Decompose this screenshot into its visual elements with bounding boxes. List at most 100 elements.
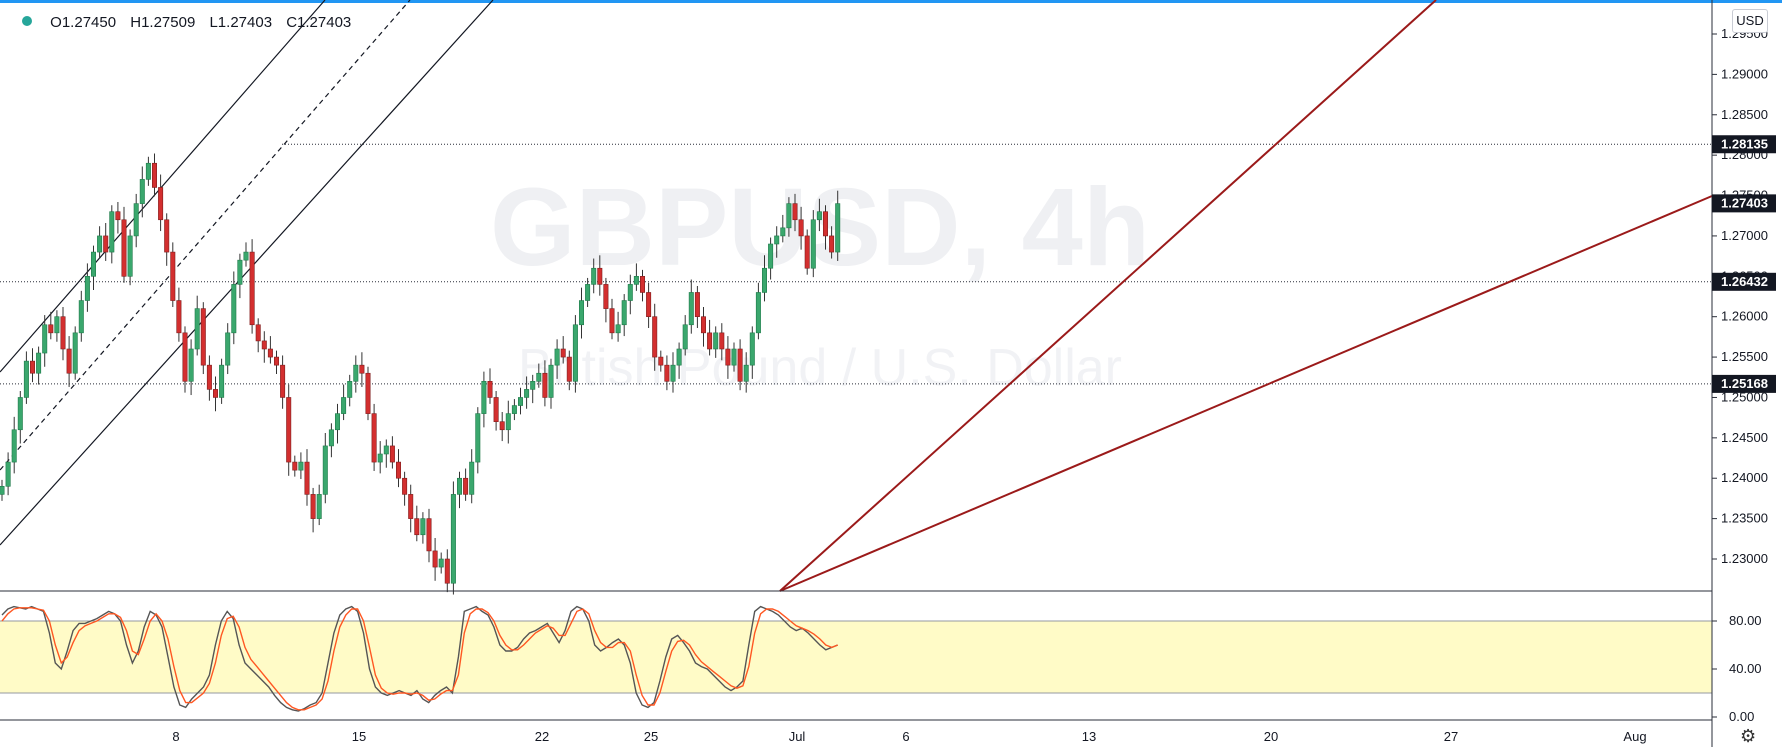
candle-up	[591, 267, 597, 285]
candle-up	[328, 429, 334, 447]
candle-up	[225, 332, 231, 366]
candle-up	[572, 324, 578, 382]
candle-up	[383, 445, 389, 455]
price-tick-label: 1.29000	[1721, 66, 1768, 81]
candle-down	[700, 316, 706, 334]
candle-down	[597, 267, 603, 285]
candle-down	[487, 381, 493, 398]
candle-down	[158, 187, 164, 221]
time-axis[interactable]: 8 15 22 25 Jul 6 13 20 27 Aug	[172, 729, 1646, 744]
candle-down	[798, 219, 804, 237]
candle-up	[78, 300, 84, 334]
price-level-tag	[1712, 374, 1776, 393]
candle-up	[713, 332, 719, 350]
candle-up	[554, 348, 560, 366]
candle-up	[334, 413, 340, 431]
low-value: L1.27403	[209, 14, 273, 31]
candle-down	[255, 324, 261, 342]
candlestick-series	[0, 153, 841, 595]
candle-down	[694, 292, 700, 317]
candle-down	[206, 364, 212, 390]
time-tick-label: 8	[172, 729, 179, 744]
candle-up	[353, 364, 359, 382]
price-tick-label: 1.24500	[1721, 430, 1768, 445]
candle-up	[475, 413, 481, 463]
candle-down	[359, 364, 365, 374]
candle-down	[542, 372, 548, 398]
candle-down	[121, 219, 127, 277]
candle-up	[524, 389, 530, 398]
candle-down	[408, 494, 414, 519]
candle-up	[127, 235, 133, 277]
trend-channel[interactable]	[0, 0, 494, 546]
candle-up	[377, 453, 383, 463]
candle-up	[731, 348, 737, 366]
candle-up	[755, 292, 761, 334]
candle-up	[505, 413, 511, 431]
candle-down	[200, 308, 206, 366]
candle-up	[420, 518, 426, 536]
candle-up	[743, 364, 749, 382]
candle-down	[103, 235, 109, 253]
gear-icon[interactable]: ⚙	[1740, 726, 1757, 746]
time-tick-label: 27	[1444, 729, 1458, 744]
open-value: O1.27450	[50, 14, 117, 31]
candle-up	[530, 381, 536, 390]
candle-down	[560, 348, 566, 358]
price-tick-label: 1.23500	[1721, 511, 1768, 526]
candle-down	[395, 461, 401, 479]
symbol-status-dot	[22, 16, 32, 27]
candle-down	[164, 219, 170, 253]
last-price-tag	[1712, 194, 1776, 213]
candle-down	[29, 360, 35, 374]
time-tick-label: 25	[644, 729, 658, 744]
channel-middle-line	[0, 0, 411, 471]
trendlines[interactable]	[779, 0, 1713, 592]
candle-up	[481, 381, 487, 414]
stochastic-axis[interactable]: 80.00 40.00 0.00	[1712, 613, 1762, 724]
candle-down	[725, 348, 731, 366]
candle-down	[60, 316, 66, 350]
candle-up	[91, 251, 97, 277]
price-level-tag	[1712, 135, 1776, 154]
candle-up	[810, 219, 816, 269]
stochastic-tick-label: 0.00	[1729, 709, 1754, 724]
candle-up	[780, 227, 786, 237]
candle-down	[273, 356, 279, 366]
candle-up	[11, 429, 17, 463]
candle-down	[804, 235, 810, 269]
candle-up	[322, 445, 328, 495]
candle-up	[682, 324, 688, 350]
last-price-label: 1.27403	[1721, 195, 1768, 210]
trendline-shallow	[779, 195, 1713, 592]
candle-down	[463, 477, 469, 495]
time-tick-label: Aug	[1623, 729, 1646, 744]
price-level-tag	[1712, 272, 1776, 291]
price-axis[interactable]: 1.295001.290001.285001.280001.275001.270…	[1712, 26, 1768, 566]
candle-up	[243, 251, 249, 261]
candle-up	[316, 494, 322, 519]
candle-down	[261, 340, 267, 350]
stochastic-pane	[0, 605, 1712, 712]
candle-down	[249, 251, 255, 326]
candle-down	[432, 550, 438, 568]
currency-button[interactable]: USD	[1732, 9, 1768, 33]
candle-down	[310, 494, 316, 519]
close-value: C1.27403	[286, 14, 352, 31]
price-tick-label: 1.25000	[1721, 389, 1768, 404]
candle-up	[835, 203, 841, 253]
candle-up	[688, 292, 694, 326]
candle-up	[761, 267, 767, 293]
price-tick-label: 1.28500	[1721, 107, 1768, 122]
candle-up	[786, 203, 792, 229]
candle-down	[822, 211, 828, 237]
candle-down	[182, 332, 188, 382]
candle-up	[219, 364, 225, 398]
stochastic-d-line	[1, 607, 838, 711]
candle-up	[84, 276, 90, 301]
candle-up	[585, 284, 591, 301]
candle-up	[438, 558, 444, 568]
candle-up	[548, 364, 554, 398]
candle-up	[133, 203, 139, 237]
